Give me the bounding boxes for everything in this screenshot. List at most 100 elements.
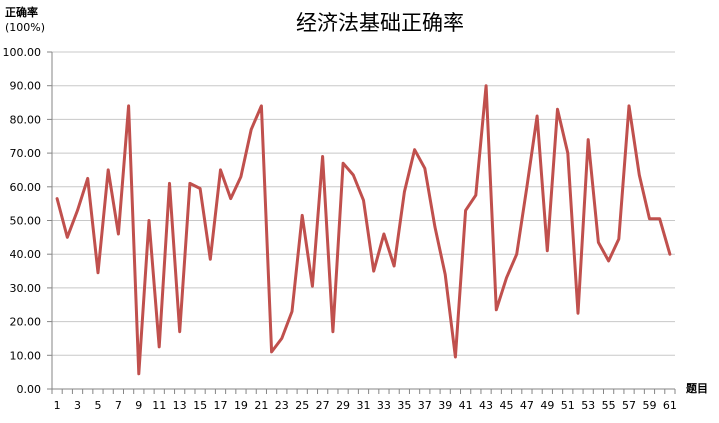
data-point bbox=[576, 312, 579, 315]
x-tick-label: 19 bbox=[234, 399, 248, 412]
y-tick-label: 90.00 bbox=[10, 80, 42, 93]
data-point bbox=[311, 285, 314, 288]
y-tick-label: 20.00 bbox=[10, 316, 42, 329]
data-point bbox=[413, 148, 416, 151]
data-point bbox=[86, 177, 89, 180]
data-point bbox=[219, 168, 222, 171]
data-point bbox=[301, 214, 304, 217]
data-point bbox=[56, 197, 59, 200]
y-tick-label: 0.00 bbox=[17, 383, 42, 396]
x-tick-label: 55 bbox=[602, 399, 616, 412]
data-point bbox=[178, 330, 181, 333]
x-tick-label: 9 bbox=[135, 399, 142, 412]
x-tick-label: 57 bbox=[622, 399, 636, 412]
x-tick-label: 35 bbox=[397, 399, 411, 412]
data-point bbox=[137, 372, 140, 375]
x-axis-label: 题目 bbox=[686, 382, 708, 395]
data-point bbox=[66, 236, 69, 239]
data-point bbox=[362, 199, 365, 202]
data-point bbox=[291, 310, 294, 313]
x-tick-label: 47 bbox=[520, 399, 534, 412]
data-point bbox=[546, 249, 549, 252]
data-point bbox=[464, 209, 467, 212]
x-tick-label: 21 bbox=[254, 399, 268, 412]
x-tick-label: 3 bbox=[74, 399, 81, 412]
data-point bbox=[331, 330, 334, 333]
series-line bbox=[55, 84, 672, 376]
x-tick-label: 17 bbox=[214, 399, 228, 412]
x-tick-label: 53 bbox=[581, 399, 595, 412]
data-point bbox=[505, 276, 508, 279]
data-point bbox=[342, 162, 345, 165]
data-point bbox=[250, 128, 253, 131]
x-tick-label: 11 bbox=[152, 399, 166, 412]
x-tick-label: 39 bbox=[438, 399, 452, 412]
data-point bbox=[321, 155, 324, 158]
series bbox=[55, 84, 672, 376]
x-tick-label: 27 bbox=[316, 399, 330, 412]
data-point bbox=[280, 337, 283, 340]
x-tick-label: 31 bbox=[357, 399, 371, 412]
x-tick-label: 61 bbox=[663, 399, 677, 412]
data-point bbox=[199, 187, 202, 190]
data-point bbox=[148, 219, 151, 222]
y-axis-label: 正确率 bbox=[5, 5, 38, 19]
x-tick-label: 43 bbox=[479, 399, 493, 412]
x-tick-label: 1 bbox=[54, 399, 61, 412]
x-tick-label: 25 bbox=[295, 399, 309, 412]
data-point bbox=[96, 271, 99, 274]
data-point bbox=[168, 182, 171, 185]
data-point bbox=[607, 259, 610, 262]
data-point bbox=[587, 138, 590, 141]
y-tick-label: 50.00 bbox=[10, 215, 42, 228]
data-point bbox=[597, 241, 600, 244]
data-point bbox=[638, 174, 641, 177]
y-tick-label: 40.00 bbox=[10, 248, 42, 261]
data-point bbox=[352, 174, 355, 177]
data-point bbox=[525, 185, 528, 188]
data-point bbox=[454, 355, 457, 358]
x-tick-label: 15 bbox=[193, 399, 207, 412]
data-point bbox=[229, 197, 232, 200]
x-tick-labels: 1 3 5 7 9 11 13 15 17 19 21 23 25 27 29 31 33 35 37 39 41 43 4… bbox=[54, 399, 677, 412]
data-point bbox=[628, 104, 631, 107]
data-point bbox=[117, 232, 120, 235]
y-tick-label: 80.00 bbox=[10, 113, 42, 126]
data-point bbox=[403, 190, 406, 193]
data-point bbox=[474, 194, 477, 197]
x-tick-label: 49 bbox=[540, 399, 554, 412]
data-point bbox=[444, 273, 447, 276]
x-tick-label: 37 bbox=[418, 399, 432, 412]
x-tick-label: 41 bbox=[459, 399, 473, 412]
x-tick-label: 13 bbox=[173, 399, 187, 412]
data-point bbox=[423, 167, 426, 170]
x-tick-label: 7 bbox=[115, 399, 122, 412]
data-point bbox=[127, 104, 130, 107]
data-point bbox=[158, 345, 161, 348]
y-tick-label: 70.00 bbox=[10, 147, 42, 160]
x-tick-label: 51 bbox=[561, 399, 575, 412]
x-tick-label: 59 bbox=[642, 399, 656, 412]
x-tick-label: 33 bbox=[377, 399, 391, 412]
data-point bbox=[617, 238, 620, 241]
data-point bbox=[372, 270, 375, 273]
data-point bbox=[209, 258, 212, 261]
y-tick-label: 100.00 bbox=[3, 46, 42, 59]
data-point bbox=[495, 308, 498, 311]
data-point bbox=[566, 152, 569, 155]
data-point bbox=[556, 108, 559, 111]
data-point bbox=[648, 217, 651, 220]
data-point bbox=[260, 104, 263, 107]
data-point bbox=[485, 84, 488, 87]
y-tick-label: 30.00 bbox=[10, 282, 42, 295]
y-tick-label: 10.00 bbox=[10, 349, 42, 362]
y-tick-labels: 0.00 10.00 20.00 30.00 40.00 50.00 60.00 70.00 8… bbox=[3, 46, 42, 396]
data-point bbox=[433, 226, 436, 229]
x-tick-label: 45 bbox=[499, 399, 513, 412]
x-tick-label: 23 bbox=[275, 399, 289, 412]
data-point bbox=[107, 168, 110, 171]
data-point bbox=[658, 217, 661, 220]
y-tick-label: 60.00 bbox=[10, 181, 42, 194]
